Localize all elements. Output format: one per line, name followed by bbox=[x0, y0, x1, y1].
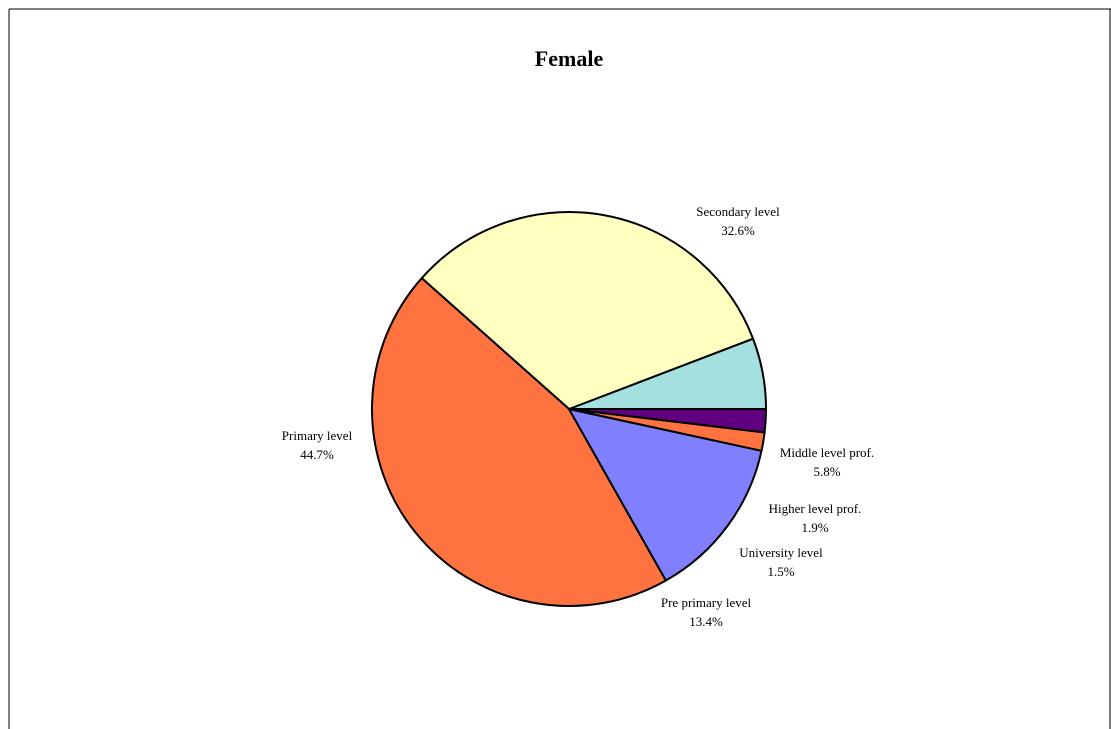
slice-label-higher-level-prof: Higher level prof. bbox=[769, 501, 862, 516]
slice-percent-middle-level-prof: 5.8% bbox=[813, 464, 840, 479]
pie-slice-primary-level bbox=[371, 277, 667, 607]
pie-slice-pre-primary-level bbox=[568, 408, 763, 582]
pie-chart bbox=[371, 211, 768, 607]
pie-labels: Middle level prof. 5.8% Secondary level 32.… bbox=[282, 204, 874, 629]
pie-slice-higher-level-prof bbox=[568, 408, 768, 434]
slice-percent-secondary-level: 32.6% bbox=[721, 223, 755, 238]
slice-label-university-level: University level bbox=[739, 545, 823, 560]
slice-label-middle-level-prof: Middle level prof. bbox=[780, 445, 874, 460]
slice-percent-higher-level-prof: 1.9% bbox=[801, 520, 828, 535]
slice-percent-university-level: 1.5% bbox=[767, 564, 794, 579]
slice-percent-pre-primary-level: 13.4% bbox=[689, 614, 723, 629]
slice-label-secondary-level: Secondary level bbox=[696, 204, 780, 219]
slice-label-primary-level: Primary level bbox=[282, 428, 353, 443]
pie-slice-secondary-level bbox=[420, 211, 755, 410]
slice-percent-primary-level: 44.7% bbox=[300, 447, 334, 462]
slice-label-pre-primary-level: Pre primary level bbox=[661, 595, 752, 610]
chart-title: Female bbox=[535, 46, 604, 71]
